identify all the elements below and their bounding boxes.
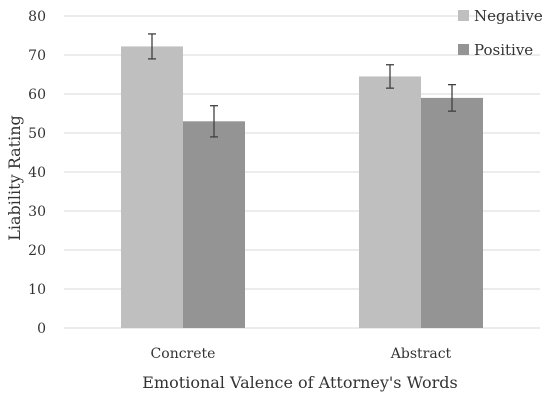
legend-item-negative: Negative bbox=[458, 7, 543, 25]
x-tick-label: Concrete bbox=[151, 346, 216, 362]
x-axis-title: Emotional Valence of Attorney's Words bbox=[142, 373, 457, 392]
legend: Negative Positive bbox=[458, 7, 543, 59]
legend-swatch bbox=[458, 10, 469, 21]
bar-negative-abstract bbox=[359, 76, 421, 328]
legend-item-positive: Positive bbox=[458, 41, 533, 59]
error-bar-positive-concrete bbox=[210, 105, 218, 138]
error-bar-negative-concrete bbox=[148, 33, 156, 60]
error-bar-positive-abstract bbox=[448, 83, 456, 112]
bar-positive-concrete bbox=[183, 121, 245, 328]
error-bars bbox=[148, 33, 456, 138]
y-tick-label: 20 bbox=[28, 243, 46, 259]
y-tick-label: 40 bbox=[28, 165, 46, 181]
bar-negative-concrete bbox=[121, 46, 183, 329]
bar-positive-abstract bbox=[421, 97, 483, 329]
y-tick-label: 70 bbox=[28, 48, 46, 64]
legend-label: Positive bbox=[474, 41, 533, 59]
y-tick-label: 10 bbox=[28, 282, 46, 298]
y-axis-ticks: 0 10 20 30 40 50 60 70 80 bbox=[28, 9, 46, 337]
x-axis-ticks: Concrete Abstract bbox=[151, 346, 452, 362]
y-tick-label: 0 bbox=[37, 321, 46, 337]
y-axis-title: Liability Rating bbox=[5, 115, 24, 240]
bars bbox=[121, 46, 483, 329]
y-tick-label: 60 bbox=[28, 87, 46, 103]
legend-swatch bbox=[458, 44, 469, 55]
error-bar-negative-abstract bbox=[386, 64, 394, 89]
y-tick-label: 30 bbox=[28, 204, 46, 220]
legend-label: Negative bbox=[474, 7, 543, 25]
y-tick-label: 50 bbox=[28, 126, 46, 142]
x-tick-label: Abstract bbox=[390, 346, 452, 362]
y-tick-label: 80 bbox=[28, 9, 46, 25]
